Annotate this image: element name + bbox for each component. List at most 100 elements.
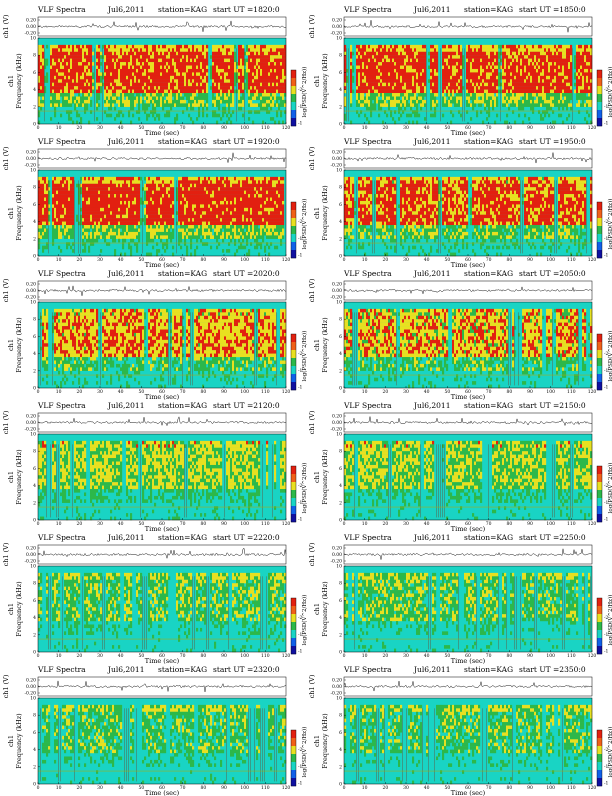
y-tick-label: 8 (33, 53, 36, 59)
x-tick-label: 0 (37, 653, 40, 659)
colorbar-label: log(PSD(V^2/Hz)) (607, 331, 612, 382)
x-tick-label: 50 (138, 257, 144, 263)
trace-tick-label: 0.00 (26, 552, 36, 558)
trace-tick-label: 0.20 (332, 18, 342, 24)
x-tick-label: 20 (76, 521, 82, 527)
x-tick-label: 120 (588, 653, 597, 659)
y-tick-label: 8 (33, 317, 36, 323)
colorbar-segment (597, 646, 602, 654)
colorbar-tick-label: -1 (604, 517, 609, 523)
y-axis-label: Frequency (kHz) (15, 53, 23, 109)
y-tick-label: 10 (30, 300, 36, 306)
y-tick-label: 2 (33, 236, 36, 242)
colorbar-segment (597, 754, 602, 762)
colorbar-segment (291, 334, 296, 342)
colorbar-tick-label: -1 (604, 385, 609, 391)
trace-tick-label: 0.00 (26, 684, 36, 690)
x-tick-label: 10 (362, 653, 368, 659)
y-tick-label: 2 (339, 368, 342, 374)
x-tick-label: 80 (506, 389, 512, 395)
y-tick-label: 4 (339, 87, 342, 93)
x-tick-label: 70 (486, 389, 492, 395)
y-tick-label: 8 (339, 53, 342, 59)
trace-tick-label: 0.20 (332, 414, 342, 420)
x-tick-label: 30 (97, 653, 103, 659)
y-tick-label: 2 (339, 632, 342, 638)
x-tick-label: 50 (138, 785, 144, 791)
x-tick-label: 120 (588, 257, 597, 263)
x-tick-label: 50 (138, 653, 144, 659)
y-tick-label: 6 (33, 466, 36, 472)
x-tick-label: 40 (118, 521, 124, 527)
x-tick-label: 0 (37, 257, 40, 263)
trace-tick-label: 0.20 (26, 282, 36, 288)
x-tick-label: 100 (546, 785, 555, 791)
x-tick-label: 10 (56, 653, 62, 659)
x-tick-label: 120 (588, 521, 597, 527)
trace-tick-label: 0.00 (26, 24, 36, 30)
x-tick-label: 110 (567, 389, 576, 395)
x-tick-label: 40 (424, 389, 430, 395)
y-tick-label: 6 (339, 466, 342, 472)
trace-ylabel: ch1 (V) (308, 14, 316, 38)
colorbar-segment (597, 358, 602, 366)
colorbar-segment (291, 770, 296, 778)
x-tick-label: 70 (180, 785, 186, 791)
x-tick-label: 110 (261, 785, 270, 791)
colorbar-segment (597, 366, 602, 374)
x-tick-label: 90 (221, 785, 227, 791)
x-tick-label: 30 (403, 521, 409, 527)
x-tick-label: 50 (444, 521, 450, 527)
x-tick-label: 10 (362, 257, 368, 263)
y-axis-label: Frequency (kHz) (15, 449, 23, 505)
colorbar-segment (291, 374, 296, 382)
colorbar-segment (597, 250, 602, 258)
colorbar-tick-label: -1 (604, 781, 609, 787)
y-tick-label: 6 (339, 730, 342, 736)
y-tick-label: 6 (33, 730, 36, 736)
colorbar-segment (291, 70, 296, 78)
colorbar-segment (597, 746, 602, 754)
colorbar-tick-label: -1 (298, 385, 303, 391)
y-tick-label: 8 (339, 713, 342, 719)
x-tick-label: 30 (97, 125, 103, 131)
trace-ylabel: ch1 (V) (2, 146, 10, 170)
colorbar-segment (291, 606, 296, 614)
trace-tick-label: 0.20 (26, 150, 36, 156)
y-tick-label: 4 (339, 219, 342, 225)
colorbar-segment (291, 630, 296, 638)
colorbar-segment (291, 250, 296, 258)
colorbar-segment (597, 770, 602, 778)
x-tick-label: 10 (56, 521, 62, 527)
colorbar-segment (597, 94, 602, 102)
x-tick-label: 50 (138, 521, 144, 527)
x-tick-label: 70 (486, 257, 492, 263)
colorbar-segment (597, 598, 602, 606)
y-axis-prefix: ch1 (313, 603, 321, 615)
trace-tick-label: 0.20 (26, 18, 36, 24)
x-tick-label: 0 (37, 125, 40, 131)
colorbar-segment (291, 762, 296, 770)
y-tick-label: 4 (339, 351, 342, 357)
x-tick-label: 80 (200, 389, 206, 395)
x-tick-label: 110 (567, 785, 576, 791)
x-tick-label: 20 (76, 785, 82, 791)
x-tick-label: 40 (424, 785, 430, 791)
colorbar-segment (291, 218, 296, 226)
trace-tick-label: 0.00 (332, 684, 342, 690)
y-tick-label: 10 (336, 696, 342, 702)
colorbar-segment (597, 202, 602, 210)
colorbar-tick-label: -1 (298, 253, 303, 259)
colorbar-segment (291, 210, 296, 218)
x-tick-label: 20 (382, 653, 388, 659)
x-tick-label: 20 (76, 257, 82, 263)
trace-ylabel: ch1 (V) (308, 410, 316, 434)
x-tick-label: 110 (261, 653, 270, 659)
colorbar-segment (597, 218, 602, 226)
trace-ylabel: ch1 (V) (308, 674, 316, 698)
